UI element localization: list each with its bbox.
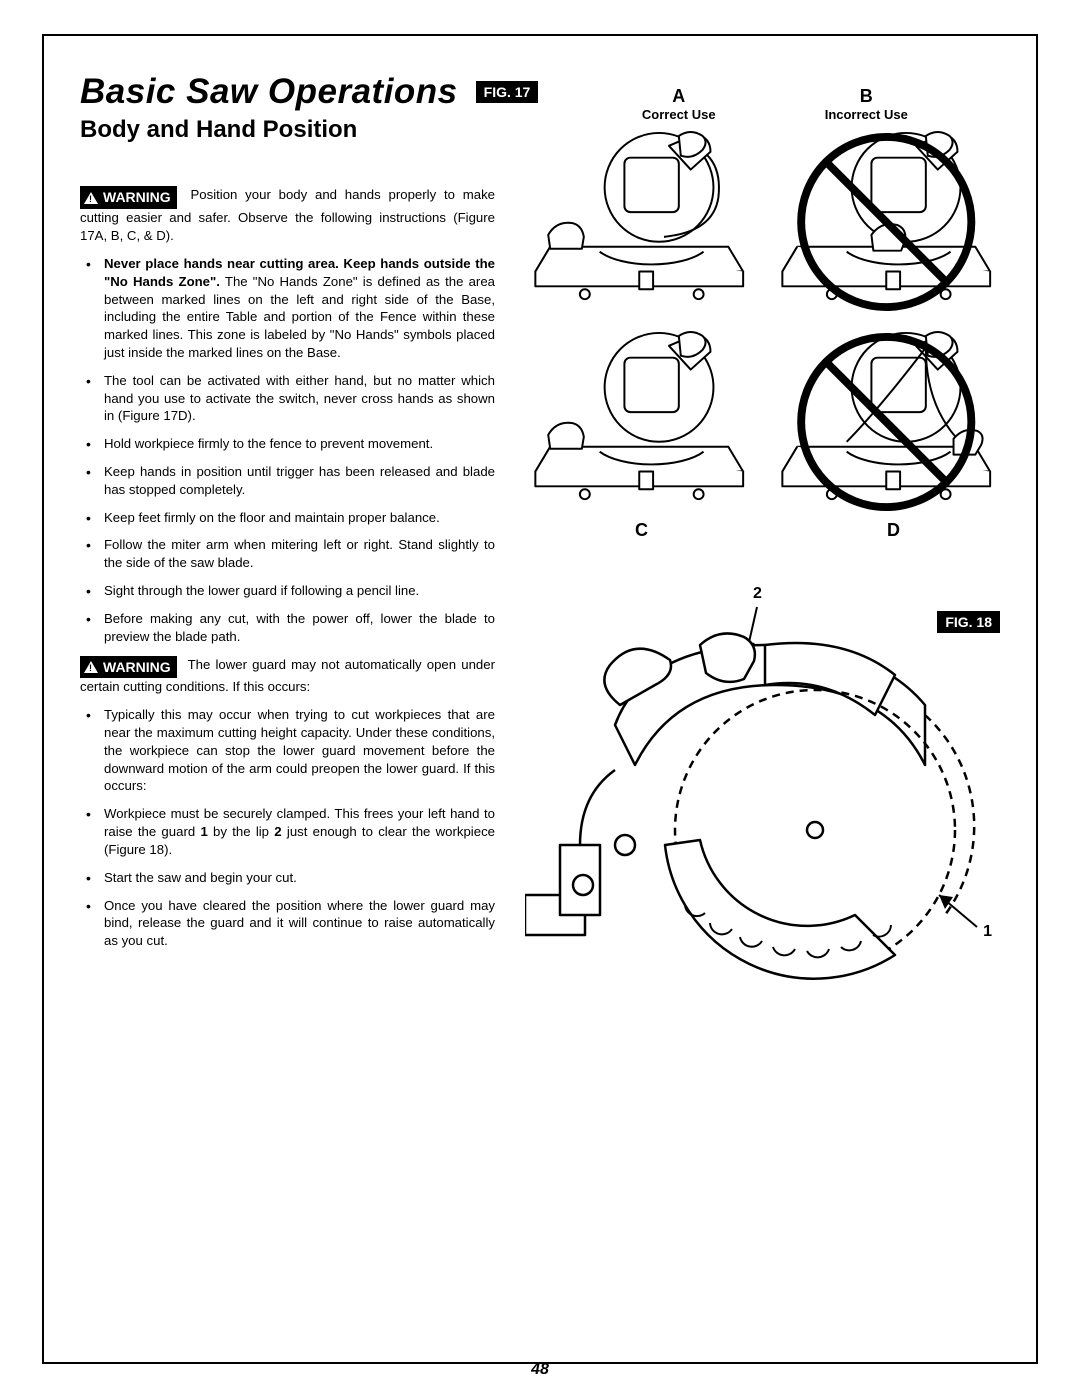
bullet-text: by the lip <box>208 824 275 839</box>
bullet-text: The tool can be activated with either ha… <box>104 373 495 424</box>
letter-b: B <box>773 86 961 107</box>
bullet-item: Keep hands in position until trigger has… <box>80 463 495 499</box>
fig17-col-b: B Incorrect Use <box>773 86 961 122</box>
label-correct: Correct Use <box>585 107 773 122</box>
label-incorrect: Incorrect Use <box>773 107 961 122</box>
ref-num: 1 <box>200 824 207 839</box>
warning-icon <box>84 192 98 204</box>
fig17-grid <box>525 128 1000 516</box>
page-content: Basic Saw Operations FIG. 17 Body and Ha… <box>80 72 1000 1005</box>
bullet-item: Start the saw and begin your cut. <box>80 869 495 887</box>
warn2-para: WARNING The lower guard may not automati… <box>80 656 495 697</box>
callout-1: 1 <box>983 923 992 941</box>
fig17-cell-d <box>772 328 1001 516</box>
saw-guard-diagram <box>525 585 1000 1005</box>
letter-a: A <box>585 86 773 107</box>
bullet-item: Workpiece must be securely clamped. This… <box>80 805 495 858</box>
warning-badge-2: WARNING <box>80 656 177 679</box>
bullet-text: Sight through the lower guard if followi… <box>104 583 419 598</box>
figure-column: A Correct Use B Incorrect Use <box>525 144 1000 1005</box>
bullet-item: Before making any cut, with the power of… <box>80 610 495 646</box>
warning-icon <box>84 661 98 673</box>
bullet-text: Typically this may occur when trying to … <box>104 707 495 793</box>
letter-d: D <box>887 520 900 541</box>
bullet-item: Sight through the lower guard if followi… <box>80 582 495 600</box>
letter-c: C <box>635 520 648 541</box>
warning-badge-1: WARNING <box>80 186 177 209</box>
bullet-item: Follow the miter arm when mitering left … <box>80 536 495 572</box>
fig17-cell-a <box>525 128 754 316</box>
page-number: 48 <box>0 1361 1080 1379</box>
fig17-col-a: A Correct Use <box>585 86 773 122</box>
bullet-item: Typically this may occur when trying to … <box>80 706 495 795</box>
bullet-item: Keep feet firmly on the floor and mainta… <box>80 509 495 527</box>
miter-saw-icon <box>772 328 1001 516</box>
miter-saw-icon <box>525 128 754 316</box>
fig18: FIG. 18 2 1 <box>525 585 1000 1005</box>
miter-saw-icon <box>772 128 1001 316</box>
fig17-header: A Correct Use B Incorrect Use <box>525 86 1000 122</box>
ref-num: 2 <box>274 824 281 839</box>
bullet-list-2: Typically this may occur when trying to … <box>80 706 495 950</box>
fig17-cell-b <box>772 128 1001 316</box>
fig17-cell-c <box>525 328 754 516</box>
bullet-list-1: Never place hands near cutting area. Kee… <box>80 255 495 646</box>
bullet-text: Start the saw and begin your cut. <box>104 870 297 885</box>
warning-label: WARNING <box>103 658 171 677</box>
bullet-item: The tool can be activated with either ha… <box>80 372 495 425</box>
fig18-tag: FIG. 18 <box>937 611 1000 633</box>
bullet-text: Keep feet firmly on the floor and mainta… <box>104 510 440 525</box>
text-column: Body and Hand Position WARNING Position … <box>80 144 495 1005</box>
bullet-item: Once you have cleared the position where… <box>80 897 495 950</box>
miter-saw-icon <box>525 328 754 516</box>
warning-label: WARNING <box>103 188 171 207</box>
bullet-item: Hold workpiece firmly to the fence to pr… <box>80 435 495 453</box>
bullet-text: Before making any cut, with the power of… <box>104 611 495 644</box>
main-title: Basic Saw Operations <box>80 72 458 112</box>
subtitle: Body and Hand Position <box>80 114 495 146</box>
intro-para: WARNING Position your body and hands pro… <box>80 186 495 245</box>
bullet-text: Follow the miter arm when mitering left … <box>104 537 495 570</box>
bullet-item: Never place hands near cutting area. Kee… <box>80 255 495 362</box>
callout-2: 2 <box>753 585 762 603</box>
bullet-text: Keep hands in position until trigger has… <box>104 464 495 497</box>
bullet-text: Hold workpiece firmly to the fence to pr… <box>104 436 433 451</box>
bullet-text: Once you have cleared the position where… <box>104 898 495 949</box>
fig17-cd-row: C D <box>525 520 1000 541</box>
